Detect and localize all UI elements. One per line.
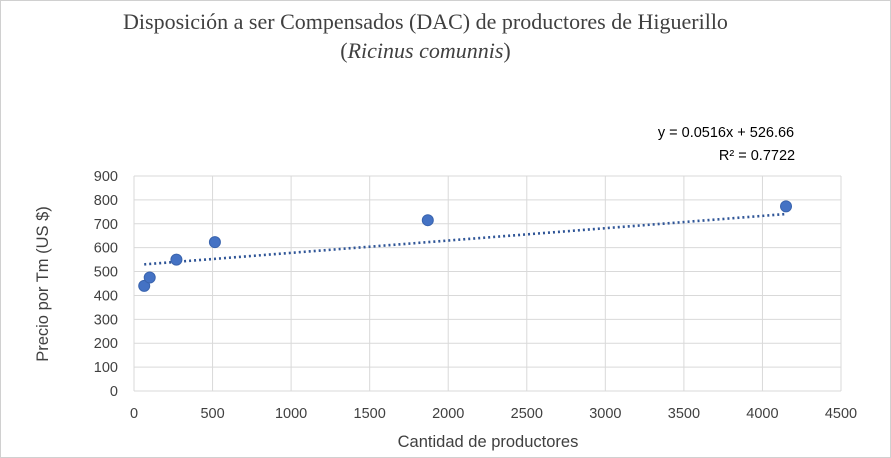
x-tick-label: 3500: [668, 406, 700, 422]
subtitle-open: (: [340, 38, 348, 63]
y-tick-label: 400: [94, 288, 118, 304]
y-tick-label: 800: [94, 193, 118, 209]
y-tick-labels: 0 100 200 300 400 500 600 700 800 900: [94, 169, 118, 400]
x-tick-label: 2000: [432, 406, 464, 422]
data-point: [421, 214, 434, 227]
data-point: [138, 279, 151, 292]
trendline-r2: R² = 0.7722: [719, 148, 795, 164]
gridlines: [133, 175, 842, 392]
chart-title-main: Disposición a ser Compensados (DAC) de p…: [123, 9, 728, 34]
y-tick-label: 200: [94, 336, 118, 352]
chart-subtitle: (Ricinus comunnis): [1, 36, 850, 65]
x-tick-label: 3000: [589, 406, 621, 422]
x-tick-label: 1500: [354, 406, 386, 422]
x-tick-label: 1000: [275, 406, 307, 422]
x-tick-label: 4000: [746, 406, 778, 422]
trendline: [144, 212, 787, 266]
chart-title: Disposición a ser Compensados (DAC) de p…: [1, 7, 850, 65]
trendline-equation: y = 0.0516x + 526.66: [658, 125, 794, 141]
subtitle-close: ): [503, 38, 511, 63]
y-tick-label: 300: [94, 312, 118, 328]
data-point: [780, 200, 793, 213]
data-point: [208, 236, 221, 249]
data-point: [170, 253, 183, 266]
x-tick-label: 0: [130, 406, 138, 422]
data-points: [138, 200, 793, 292]
trendline-group: [144, 212, 787, 266]
y-tick-label: 100: [94, 360, 118, 376]
subtitle-species: Ricinus comunnis: [347, 38, 504, 63]
y-tick-label: 600: [94, 241, 118, 257]
y-tick-label: 0: [110, 384, 118, 400]
y-tick-label: 700: [94, 217, 118, 233]
x-tick-label: 2500: [511, 406, 543, 422]
y-tick-label: 900: [94, 169, 118, 185]
x-tick-labels: 0 500 1000 1500 2000 2500 3000 3500 4000 4500: [130, 406, 857, 422]
x-axis-label: Cantidad de productores: [398, 433, 579, 451]
x-tick-label: 4500: [825, 406, 857, 422]
y-axis-label: Precio por Tm (US $): [34, 206, 52, 362]
y-tick-label: 500: [94, 265, 118, 281]
data-point: [143, 271, 156, 284]
x-tick-label: 500: [200, 406, 224, 422]
